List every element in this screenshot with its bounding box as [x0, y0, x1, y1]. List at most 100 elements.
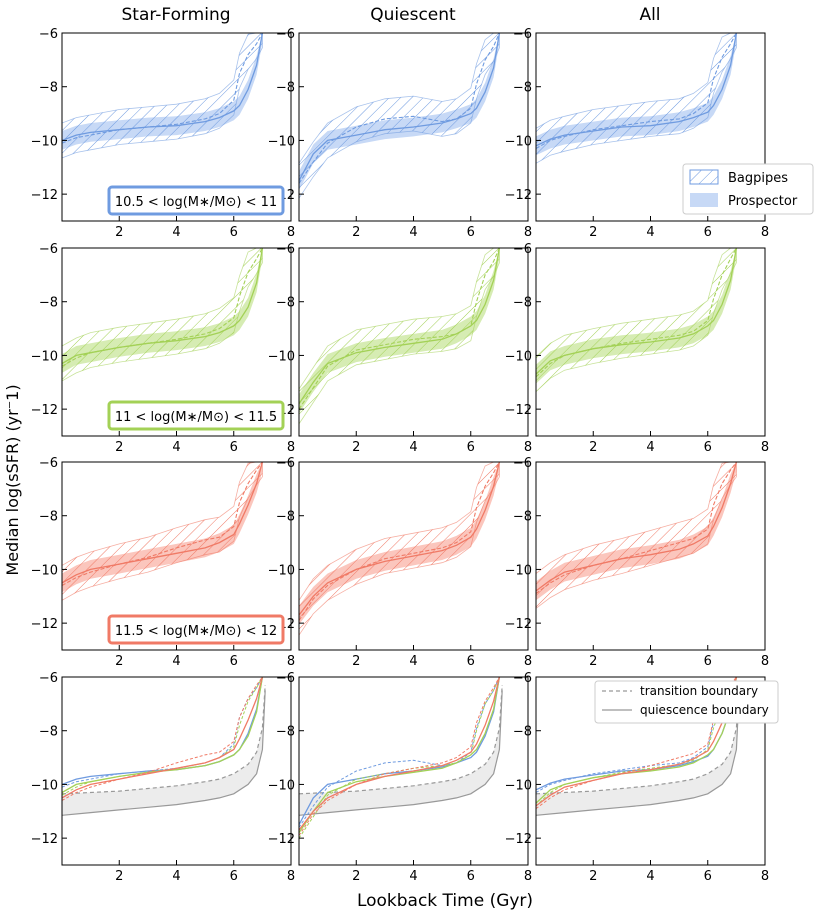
prospector-median-line — [536, 462, 738, 592]
bagpipes-band — [299, 33, 500, 199]
bagpipes-band — [299, 462, 500, 636]
boundary-band — [299, 685, 503, 816]
x-tick-label: 6 — [230, 225, 238, 240]
x-axis-label: Lookback Time (Gyr) — [357, 891, 533, 911]
bagpipes-median-line — [62, 462, 263, 586]
x-tick-label: 6 — [467, 440, 475, 455]
x-tick-label: 4 — [646, 225, 654, 240]
x-tick-label: 8 — [287, 440, 295, 455]
x-tick-label: 4 — [646, 654, 654, 669]
y-tick-label: −12 — [31, 403, 58, 418]
panel-grid: 2468−6−8−10−122468−6−8−10−122468−6−8−10−… — [31, 27, 770, 884]
x-tick-label: 4 — [646, 440, 654, 455]
panel-r2-c3: 2 4 6 8 −6 −8 −10 −12 — [505, 242, 770, 455]
y-tick-label: −8 — [276, 296, 295, 311]
x-tick-label: 8 — [287, 654, 295, 669]
y-tick-label: −6 — [276, 242, 295, 257]
y-tick-label: −12 — [268, 832, 295, 847]
legend-quiescence-label: quiescence boundary — [640, 703, 769, 717]
bagpipes-median-line — [62, 248, 263, 367]
x-tick-label: 6 — [230, 440, 238, 455]
y-tick-label: −12 — [31, 832, 58, 847]
bagpipes-median-line — [536, 33, 737, 149]
quiescence-boundary-line — [536, 690, 740, 816]
plot-area — [536, 248, 738, 393]
bagpipes-band — [62, 462, 263, 601]
summary-prospector-line — [299, 677, 501, 834]
legend-mass-bin-2-label: 11 < log(M∗/M⊙) < 11.5 — [115, 410, 277, 425]
y-tick-label: −8 — [513, 81, 532, 96]
y-tick-label: −6 — [513, 671, 532, 686]
legend-mass-bin-2: 11 < log(M∗/M⊙) < 11.5 — [107, 400, 285, 431]
x-tick-label: 8 — [524, 869, 532, 884]
panel-r4-c1: 2 4 6 8 −6 −8 −10 −12 — [31, 671, 296, 884]
plot-area — [536, 462, 738, 609]
y-tick-label: −6 — [39, 456, 58, 471]
y-tick-label: −10 — [31, 563, 58, 578]
legend-mass-bin-1-label: 10.5 < log(M∗/M⊙) < 11 — [115, 195, 277, 210]
y-tick-label: −8 — [276, 725, 295, 740]
bagpipes-median-line — [299, 462, 500, 621]
x-tick-label: 4 — [172, 225, 180, 240]
x-tick-label: 6 — [230, 869, 238, 884]
quiescence-boundary-line — [62, 690, 266, 816]
bagpipes-median-line — [536, 248, 737, 378]
y-tick-label: −10 — [505, 778, 532, 793]
x-tick-label: 2 — [589, 440, 597, 455]
legend-mass-bin-1: 10.5 < log(M∗/M⊙) < 11 — [107, 185, 285, 216]
legend-methods: Bagpipes Prospector — [682, 163, 814, 215]
legend-prospector-swatch — [690, 193, 718, 207]
column-title-all: All — [639, 5, 660, 25]
panel-r3-c1: 2 4 6 8 −6 −8 −10 −12 — [31, 456, 296, 669]
y-tick-label: −10 — [268, 134, 295, 149]
x-tick-label: 6 — [467, 225, 475, 240]
y-axis-label: Median log(sSFR) (yr⁻1) — [3, 384, 22, 575]
prospector-median-line — [299, 462, 501, 616]
y-tick-label: −10 — [505, 134, 532, 149]
panel-r1-c1: 2 4 6 8 −6 −8 −10 −12 — [31, 27, 296, 240]
prospector-median-line — [299, 248, 501, 405]
y-tick-label: −12 — [31, 617, 58, 632]
y-tick-label: −12 — [505, 188, 532, 203]
bagpipes-band — [62, 248, 263, 382]
bagpipes-median-line — [536, 462, 737, 595]
legend-bagpipes-swatch — [689, 169, 719, 185]
plot-area — [62, 677, 266, 816]
bagpipes-median-line — [62, 33, 263, 144]
transition-boundary-line — [299, 685, 503, 795]
prospector-median-line — [299, 33, 501, 182]
plot-area — [62, 248, 264, 382]
y-tick-label: −6 — [513, 27, 532, 42]
x-tick-label: 8 — [524, 225, 532, 240]
x-tick-label: 8 — [761, 654, 769, 669]
bagpipes-band — [536, 462, 737, 609]
y-tick-label: −6 — [39, 27, 58, 42]
x-tick-label: 4 — [646, 869, 654, 884]
x-tick-label: 2 — [352, 225, 360, 240]
bagpipes-median-line — [299, 33, 500, 184]
x-tick-label: 4 — [409, 654, 417, 669]
legend-prospector-label: Prospector — [728, 194, 798, 209]
bagpipes-band — [536, 33, 737, 164]
x-tick-label: 6 — [704, 440, 712, 455]
y-tick-label: −8 — [39, 725, 58, 740]
x-tick-label: 4 — [172, 869, 180, 884]
panel-r3-c2: 2 4 6 8 −6 −8 −10 −12 — [268, 456, 533, 669]
panel-r2-c2: 2 4 6 8 −6 −8 −10 −12 — [268, 242, 533, 455]
x-tick-label: 8 — [524, 440, 532, 455]
x-tick-label: 8 — [287, 225, 295, 240]
y-tick-label: −10 — [31, 349, 58, 364]
y-tick-label: −12 — [505, 832, 532, 847]
x-tick-label: 2 — [352, 869, 360, 884]
y-tick-label: −8 — [513, 725, 532, 740]
plot-area — [299, 248, 501, 425]
plot-area — [299, 33, 501, 199]
boundary-band — [536, 685, 740, 816]
y-tick-label: −8 — [39, 296, 58, 311]
prospector-median-line — [536, 33, 738, 147]
y-tick-label: −8 — [39, 81, 58, 96]
column-title-star-forming: Star-Forming — [121, 5, 230, 25]
y-tick-label: −8 — [276, 510, 295, 525]
x-tick-label: 6 — [704, 225, 712, 240]
legend-bagpipes-label: Bagpipes — [728, 171, 788, 186]
